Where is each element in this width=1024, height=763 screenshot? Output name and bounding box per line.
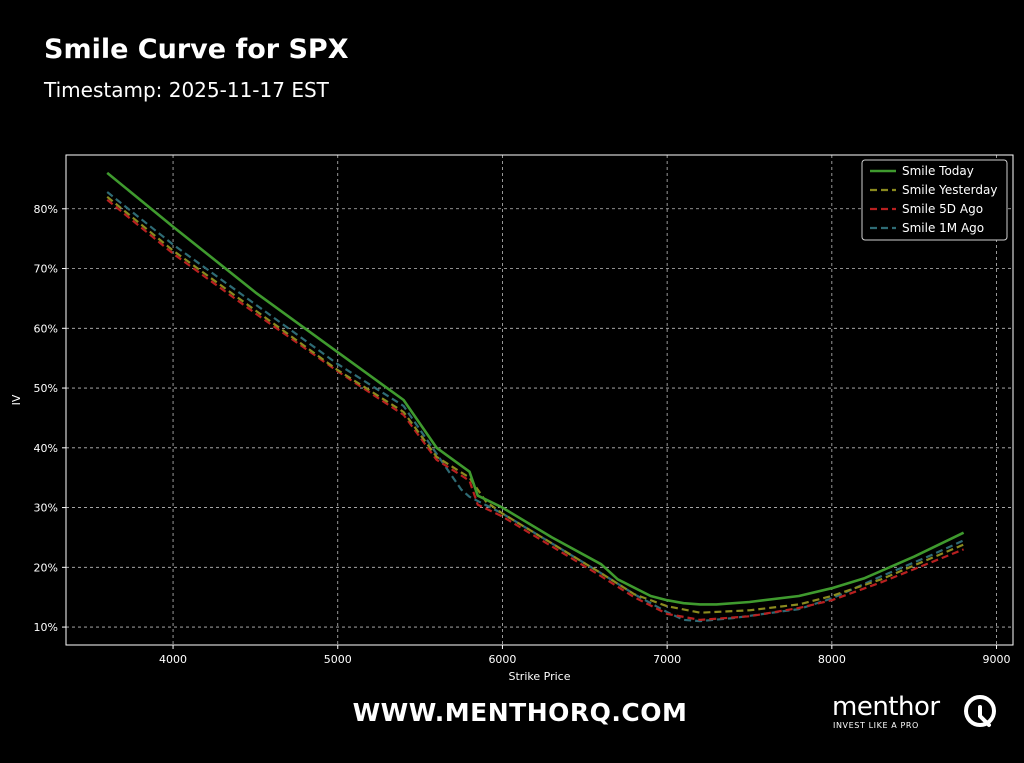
legend-box [861,159,1008,241]
series-line-smile-today [106,171,965,606]
legend: Smile Today Smile Yesterday Smile 5D Ago Sm… [861,159,1008,241]
y-axis-label: IV [10,394,23,405]
series-line-smile-1m-ago [106,191,965,623]
series-line-smile-yesterday [106,195,965,614]
x-tick-label: 6000 [488,653,516,666]
x-tick-label: 9000 [983,653,1011,666]
x-tick-label: 7000 [653,653,681,666]
legend-entry: Smile Yesterday [902,183,997,197]
series-lines [106,171,965,623]
logo-name: menthor [832,692,940,722]
y-tick-label: 20% [34,561,58,574]
legend-entry: Smile 5D Ago [902,202,983,216]
x-tick-label: 5000 [324,653,352,666]
footer-url: WWW.MENTHORQ.COM [352,698,688,727]
logo-tagline: INVEST LIKE A PRO [833,721,919,730]
chart-title: Smile Curve for SPX [44,34,349,65]
y-tick-label: 50% [34,382,58,395]
y-tick-label: 30% [34,502,58,515]
legend-entry: Smile Today [902,164,974,178]
logo-q-icon [964,695,996,727]
chart-subtitle: Timestamp: 2025-11-17 EST [44,78,329,102]
series-line-smile-5d-ago [106,198,965,622]
plot-frame [65,154,1014,646]
x-tick-label: 8000 [818,653,846,666]
y-tick-label: 40% [34,442,58,455]
x-axis-label: Strike Price [509,670,571,683]
y-tick-label: 80% [34,203,58,216]
menthorq-logo: menthor INVEST LIKE A PRO [830,692,1005,736]
y-tick-label: 70% [34,263,58,276]
x-tick-label: 4000 [159,653,187,666]
axis-ticks: 4000 5000 6000 7000 8000 9000 10% 20% 30% 40% 50% 6… [34,203,1011,666]
y-tick-label: 60% [34,322,58,335]
y-tick-label: 10% [34,621,58,634]
legend-entry: Smile 1M Ago [902,221,984,235]
